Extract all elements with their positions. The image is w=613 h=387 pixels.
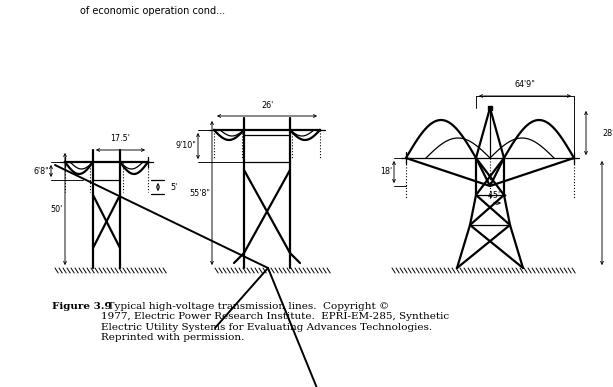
Text: 5': 5'	[170, 183, 177, 192]
Text: 17.5': 17.5'	[110, 134, 131, 143]
Text: 50': 50'	[51, 204, 63, 214]
Text: 28'8": 28'8"	[602, 128, 613, 137]
Text: 9'10": 9'10"	[175, 142, 196, 151]
Text: 6'8": 6'8"	[33, 166, 49, 175]
Text: 55'8": 55'8"	[189, 188, 210, 197]
Text: 18': 18'	[380, 168, 392, 176]
Text: Typical high-voltage transmission lines.  Copyright ©
1977, Electric Power Resea: Typical high-voltage transmission lines.…	[101, 302, 449, 342]
Text: Figure 3.9: Figure 3.9	[52, 302, 112, 311]
Text: -45'→: -45'→	[486, 191, 508, 200]
Text: of economic operation cond...: of economic operation cond...	[80, 6, 225, 16]
Text: 26': 26'	[261, 101, 273, 110]
Text: 64'9": 64'9"	[514, 80, 535, 89]
